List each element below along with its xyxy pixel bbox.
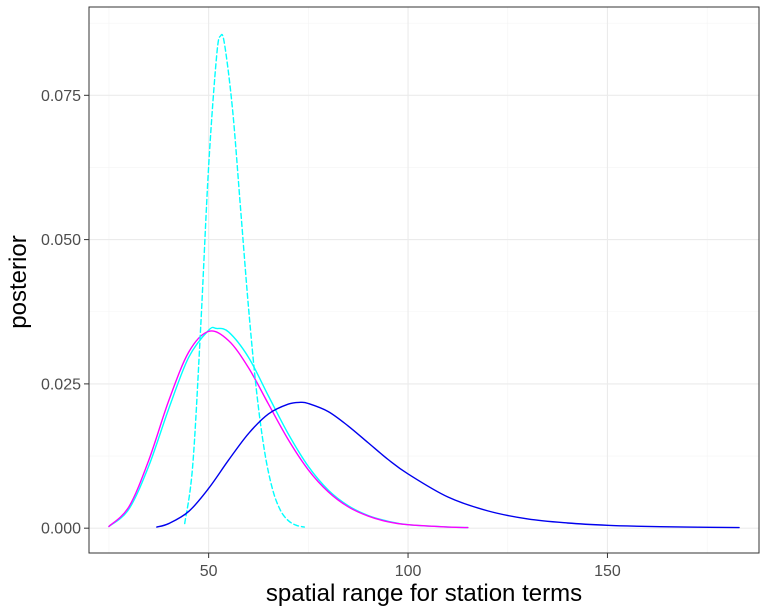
- y-tick-label: 0.075: [41, 88, 81, 105]
- y-tick-label: 0.050: [41, 232, 81, 249]
- x-tick-label: 150: [594, 563, 621, 580]
- series-line-4: [156, 401, 740, 529]
- x-axis-title: spatial range for station terms: [266, 580, 582, 607]
- series-line-3: [184, 33, 306, 528]
- x-tick-label: 50: [200, 563, 218, 580]
- y-tick-label: 0.025: [41, 376, 81, 393]
- grid: [89, 7, 759, 553]
- series-line-2: [108, 330, 469, 529]
- panel-border: [88, 6, 760, 554]
- x-tick-label: 100: [395, 563, 422, 580]
- curves: [108, 33, 740, 529]
- y-tick-label: 0.000: [41, 521, 81, 538]
- axis-ticks: 50 100 150 0.000 0.025 0.050 0.075: [41, 88, 621, 580]
- y-axis-title: posterior: [5, 235, 32, 328]
